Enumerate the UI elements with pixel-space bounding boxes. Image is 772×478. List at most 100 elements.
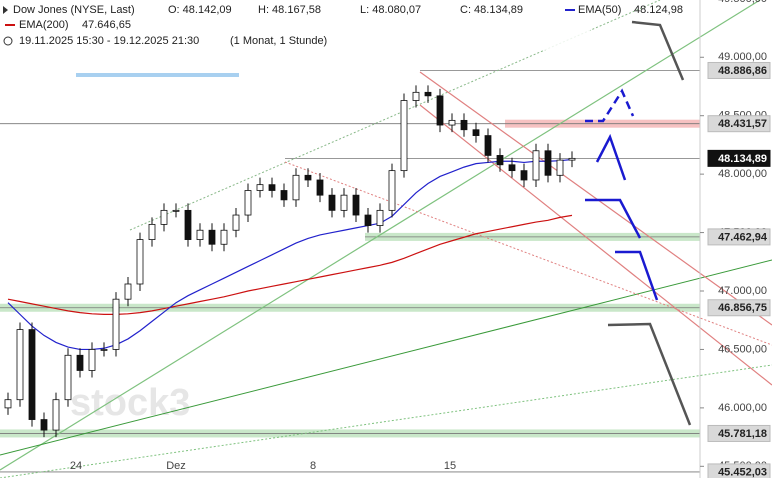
header-icon — [3, 6, 8, 14]
y-tick-label: 48.000,00 — [718, 168, 767, 180]
level-label: 45.452,03 — [718, 466, 767, 478]
candle-body — [568, 157, 576, 161]
arrow — [607, 322, 692, 426]
candle-body — [328, 194, 336, 211]
arrow — [595, 133, 627, 181]
level-label-box — [707, 299, 771, 317]
legend-label: EMA(200) — [19, 19, 69, 31]
ohlc-value: H: 48.167,58 — [258, 4, 321, 16]
channel-line — [419, 104, 772, 386]
candle-body — [220, 229, 228, 245]
level-label: 46.856,75 — [718, 302, 767, 314]
candle-body — [460, 119, 468, 131]
x-tick-label: Dez — [166, 460, 186, 472]
candle-body — [292, 174, 300, 201]
y-tick-label: 49.000,00 — [718, 51, 767, 63]
legend-label: EMA(50) — [578, 4, 621, 16]
candle-body — [232, 214, 240, 231]
arrow — [631, 20, 685, 81]
marker — [76, 73, 239, 77]
candle-body — [364, 214, 372, 226]
interval: (1 Monat, 1 Stunde) — [230, 35, 327, 47]
candle-body — [352, 194, 360, 216]
candle-body — [448, 119, 456, 126]
candle-body — [280, 190, 288, 201]
level-label-box — [707, 61, 771, 79]
candle-body — [28, 329, 36, 420]
header-bg — [0, 0, 590, 50]
arrow — [585, 198, 642, 239]
candle-body — [244, 190, 252, 216]
ohlc-value: L: 48.080,07 — [360, 4, 421, 16]
candle-body — [400, 100, 408, 172]
instrument: Dow Jones (NYSE, Last) — [13, 4, 135, 16]
candle-body — [88, 349, 96, 371]
x-tick-label: 8 — [310, 460, 316, 472]
candle-body — [436, 95, 444, 126]
candle-body — [496, 155, 504, 166]
y-tick-label: 49.500,00 — [718, 0, 767, 5]
level-label: 45.781,18 — [718, 428, 767, 440]
watermark: stock3 — [70, 382, 190, 424]
candle-body — [508, 164, 516, 172]
legend-value: 47.646,65 — [82, 19, 131, 31]
candle-body — [304, 174, 312, 181]
candle-body — [124, 283, 132, 300]
candle-body — [4, 399, 12, 409]
period: 19.11.2025 15:30 - 19.12.2025 21:30 — [19, 35, 199, 47]
ohlc-value: C: 48.134,89 — [460, 4, 523, 16]
x-tick-label: 24 — [70, 460, 82, 472]
candle-body — [184, 209, 192, 240]
candle-body — [532, 150, 540, 181]
candle-body — [340, 194, 348, 211]
level-label-box — [707, 424, 771, 442]
candle-body — [172, 209, 180, 212]
channel-line — [284, 161, 772, 346]
candle-body — [268, 184, 276, 191]
y-tick-label: 46.000,00 — [718, 402, 767, 414]
candle-body — [388, 170, 396, 211]
candle-body — [556, 159, 564, 176]
candle-body — [112, 298, 120, 350]
y-tick-label: 46.500,00 — [718, 343, 767, 355]
level-label-box — [707, 228, 771, 246]
level-label: 48.886,86 — [718, 65, 767, 77]
level-label: 48.431,57 — [718, 118, 767, 130]
clock-icon — [3, 36, 13, 46]
candle-body — [100, 349, 108, 351]
channel-line — [419, 71, 772, 326]
arrow — [585, 88, 635, 123]
candle-body — [16, 329, 24, 401]
candle-body — [472, 129, 480, 136]
candle-body — [196, 229, 204, 240]
candle-body — [412, 91, 420, 101]
candle-body — [52, 399, 60, 431]
level-label: 47.462,94 — [718, 231, 768, 243]
candle-body — [520, 170, 528, 181]
candle-body — [40, 419, 48, 431]
candle-body — [160, 209, 168, 225]
candle-body — [256, 184, 264, 191]
level-label: 48.134,89 — [718, 153, 767, 165]
level-label-box — [707, 463, 771, 478]
candle-body — [76, 354, 84, 371]
candle-body — [544, 150, 552, 176]
trend-line — [0, 259, 772, 456]
ema-line — [7, 214, 573, 315]
x-tick-label: 15 — [444, 460, 456, 472]
y-tick-label: 47.000,00 — [718, 285, 767, 297]
candle-body — [64, 354, 72, 401]
candle-body — [376, 209, 384, 226]
level-label-box — [707, 115, 771, 133]
candle-body — [136, 239, 144, 285]
ema-line — [7, 158, 573, 351]
level-label-box — [707, 149, 771, 167]
candle-body — [148, 223, 156, 240]
trend-line — [0, 0, 761, 471]
arrow — [615, 250, 659, 301]
candle-body — [208, 229, 216, 245]
legend-value: 48.124,98 — [634, 4, 683, 16]
